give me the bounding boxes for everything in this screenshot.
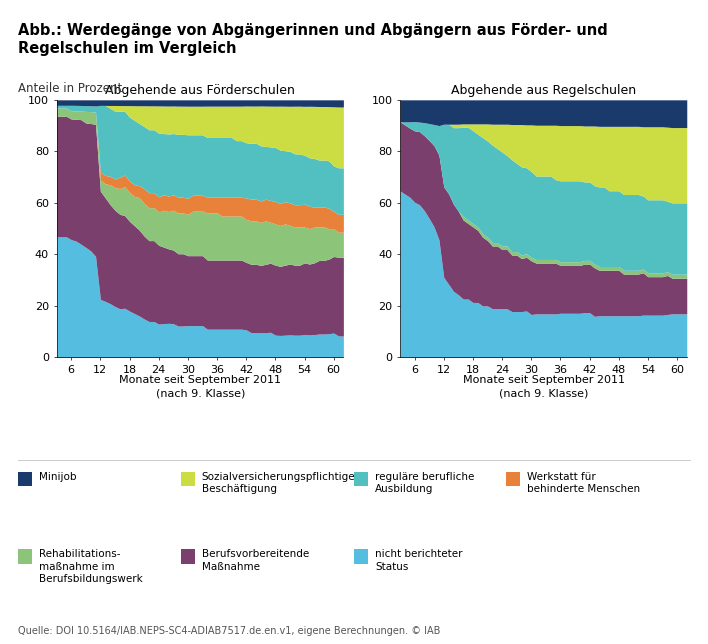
- Title: Abgehende aus Förderschulen: Abgehende aus Förderschulen: [105, 84, 295, 97]
- Text: Berufsvorbereitende
Maßnahme: Berufsvorbereitende Maßnahme: [202, 549, 309, 572]
- Text: Anteile in Prozent: Anteile in Prozent: [18, 82, 122, 95]
- Text: nicht berichteter
Status: nicht berichteter Status: [375, 549, 463, 572]
- Text: Monate seit September 2011
(nach 9. Klasse): Monate seit September 2011 (nach 9. Klas…: [120, 375, 281, 398]
- Title: Abgehende aus Regelschulen: Abgehende aus Regelschulen: [451, 84, 636, 97]
- Text: Werkstatt für
behinderte Menschen: Werkstatt für behinderte Menschen: [527, 472, 641, 495]
- Text: reguläre berufliche
Ausbildung: reguläre berufliche Ausbildung: [375, 472, 474, 495]
- Text: Minijob: Minijob: [39, 472, 76, 482]
- Text: Quelle: DOI 10.5164/IAB.NEPS-SC4-ADIAB7517.de.en.v1, eigene Berechnungen. © IAB: Quelle: DOI 10.5164/IAB.NEPS-SC4-ADIAB75…: [18, 626, 440, 636]
- Text: Rehabilitations-
maßnahme im
Berufsbildungswerk: Rehabilitations- maßnahme im Berufsbildu…: [39, 549, 143, 584]
- Text: Abb.: Werdegänge von Abgängerinnen und Abgängern aus Förder- und
Regelschulen im: Abb.: Werdegänge von Abgängerinnen und A…: [18, 23, 607, 56]
- Text: Monate seit September 2011
(nach 9. Klasse): Monate seit September 2011 (nach 9. Klas…: [463, 375, 624, 398]
- Text: Sozialversicherungspflichtige
Beschäftigung: Sozialversicherungspflichtige Beschäftig…: [202, 472, 355, 495]
